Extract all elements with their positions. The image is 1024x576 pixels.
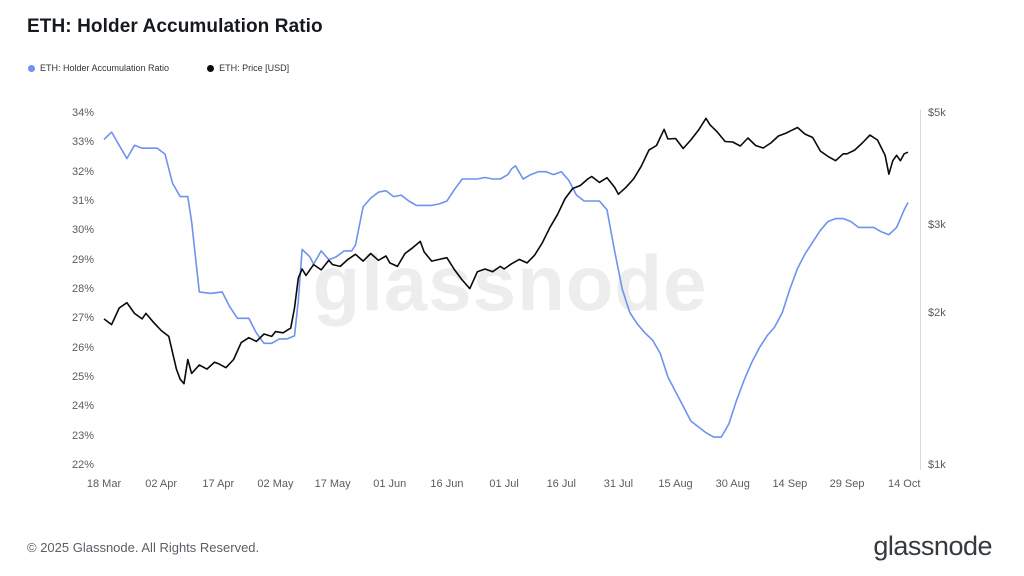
series-line-0 xyxy=(103,131,909,438)
x-axis-label: 30 Aug xyxy=(715,478,750,490)
y-axis-label-left: 30% xyxy=(71,224,94,237)
plot-canvas[interactable] xyxy=(100,108,920,470)
chart-title: ETH: Holder Accumulation Ratio xyxy=(27,16,323,37)
legend-item-label: ETH: Holder Accumulation Ratio xyxy=(40,63,170,73)
y-axis-label-right: $5k xyxy=(928,107,946,119)
glassnode-logo: glassnode xyxy=(873,531,992,561)
legend: ETH: Holder Accumulation Ratio ETH: Price… xyxy=(28,63,289,73)
x-axis-label: 01 Jul xyxy=(489,478,519,490)
y-axis-label-left: 28% xyxy=(71,283,94,295)
x-axis-label: 02 May xyxy=(257,478,294,490)
copyright-text: © 2025 Glassnode. All Rights Reserved. xyxy=(27,540,260,555)
y-axis-label-left: 24% xyxy=(71,400,94,413)
x-axis-label: 16 Jun xyxy=(430,478,464,490)
x-axis-label: 17 May xyxy=(314,478,351,490)
y-axis-label-right: $1k xyxy=(928,459,946,471)
y-axis-label-left: 23% xyxy=(71,429,94,442)
legend-item[interactable]: ETH: Price [USD] xyxy=(207,63,289,73)
y-axis-label-left: 31% xyxy=(71,195,94,207)
x-axis-label: 15 Aug xyxy=(658,478,693,490)
y-axis-label-left: 29% xyxy=(71,253,94,266)
x-axis-label: 29 Sep xyxy=(829,478,865,490)
x-axis-label: 17 Apr xyxy=(202,478,235,490)
series-line-1 xyxy=(103,117,909,385)
chart-area: glassnode 22% 23% 24% 25% 26% 27% 28% 29% 30% 31%… xyxy=(0,90,1024,500)
y-axis-label-left: 26% xyxy=(71,341,94,354)
x-axis-label: 14 Oct xyxy=(887,478,921,490)
legend-item-label: ETH: Price [USD] xyxy=(219,63,290,73)
y-axis-label-left: 27% xyxy=(71,312,94,325)
y-axis-label-left: 22% xyxy=(71,459,94,471)
y-axis-label-left: 33% xyxy=(71,136,94,149)
y-axis-label-left: 34% xyxy=(71,107,94,119)
legend-marker-icon xyxy=(28,64,35,72)
right-axis-line xyxy=(920,110,921,470)
x-axis-label: 14 Sep xyxy=(772,478,808,490)
x-axis-label: 18 Mar xyxy=(86,478,122,490)
x-axis-label: 31 Jul xyxy=(603,478,634,490)
x-axis-label: 01 Jun xyxy=(373,478,407,490)
y-axis-label-right: $3k xyxy=(928,218,946,231)
legend-marker-icon xyxy=(207,64,215,72)
legend-item[interactable]: ETH: Holder Accumulation Ratio xyxy=(28,63,169,73)
x-axis-label: 16 Jul xyxy=(546,478,576,490)
x-axis-label: 02 Apr xyxy=(145,478,178,490)
y-axis-label-right: $2k xyxy=(928,307,946,320)
y-axis-label-left: 32% xyxy=(71,165,94,178)
y-axis-label-left: 25% xyxy=(71,371,94,383)
